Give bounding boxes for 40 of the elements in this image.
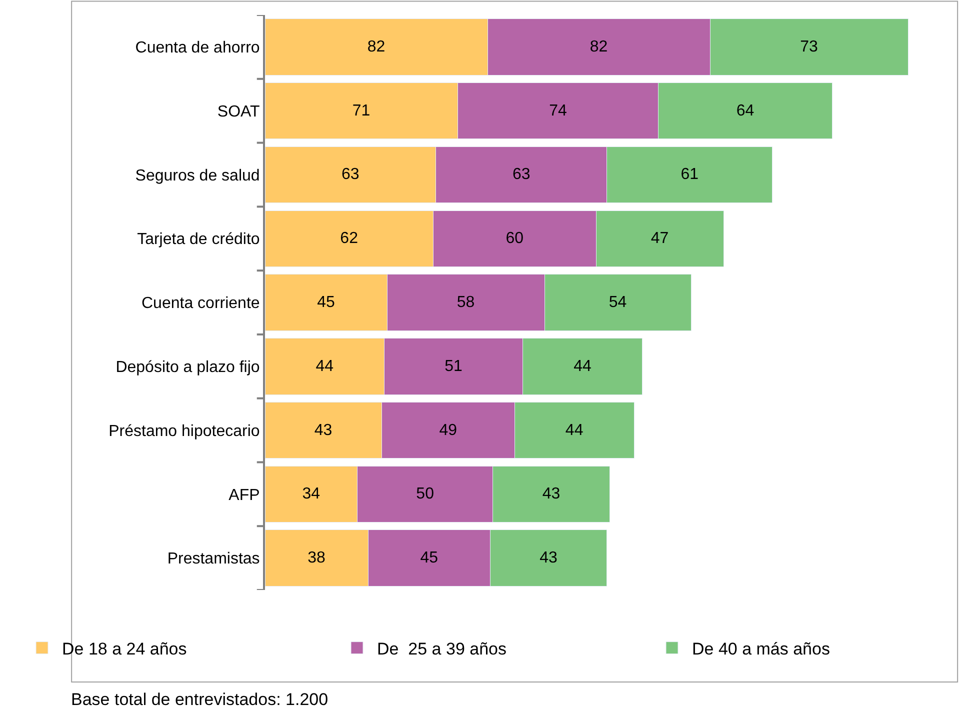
- data-label: 44: [574, 358, 592, 375]
- data-label: 71: [352, 102, 370, 120]
- data-label: 51: [444, 358, 463, 375]
- y-tick-label: Préstamo hipotecario: [108, 422, 260, 440]
- data-label: 45: [317, 294, 336, 311]
- y-tick-label: SOAT: [217, 103, 260, 120]
- data-label: 64: [736, 102, 754, 120]
- data-label: 34: [302, 486, 320, 503]
- legend-label: De 25 a 39 años: [377, 639, 506, 658]
- y-tick-label: Cuenta corriente: [142, 295, 260, 312]
- data-label: 73: [800, 38, 818, 56]
- legend-label: De 40 a más años: [692, 639, 830, 658]
- data-label: 44: [316, 358, 334, 375]
- data-label: 43: [540, 550, 558, 567]
- data-label: 44: [565, 422, 584, 439]
- y-tick-label: Tarjeta de crédito: [137, 231, 260, 248]
- data-label: 58: [456, 294, 475, 311]
- y-tick-label: Cuenta de ahorro: [135, 40, 260, 57]
- data-label: 63: [512, 166, 530, 184]
- y-tick-label: Seguros de salud: [135, 167, 260, 184]
- data-label: 60: [506, 230, 524, 248]
- data-label: 43: [542, 486, 560, 503]
- data-label: 61: [680, 166, 699, 184]
- data-label: 50: [416, 486, 434, 503]
- y-tick-label: AFP: [228, 486, 260, 504]
- data-label: 38: [308, 550, 326, 567]
- data-label: 82: [367, 38, 386, 56]
- y-tick-label: Depósito a plazo fijo: [116, 358, 260, 376]
- data-label: 45: [420, 550, 438, 567]
- data-label: 43: [314, 422, 332, 439]
- data-label: 49: [439, 422, 458, 439]
- data-label: 82: [590, 38, 608, 56]
- y-tick-label: Prestamistas: [167, 550, 260, 568]
- data-label: 63: [342, 166, 360, 184]
- data-label: 74: [549, 102, 568, 120]
- text: Base total de entrevistados: 1.200: [71, 690, 328, 709]
- data-label: 54: [608, 294, 627, 311]
- legend-label: De 18 a 24 años: [62, 639, 187, 658]
- data-label: 47: [650, 230, 669, 248]
- data-label: 62: [340, 230, 358, 248]
